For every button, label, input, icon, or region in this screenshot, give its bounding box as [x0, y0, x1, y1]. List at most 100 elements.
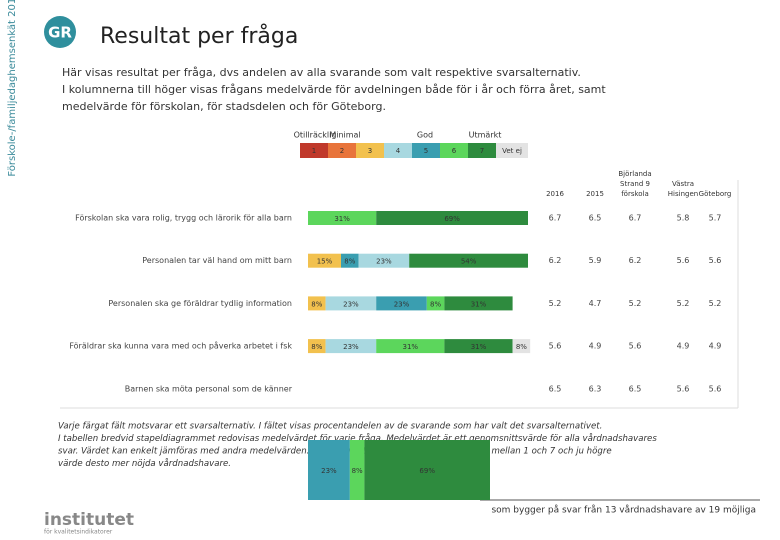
bar-segment	[376, 296, 427, 311]
mean-value: 5.6	[629, 342, 642, 351]
mean-value: 6.7	[549, 214, 562, 223]
scale-box	[496, 143, 528, 158]
bar-segment	[426, 296, 445, 311]
scale-box	[440, 143, 468, 158]
bar-segment	[349, 440, 365, 500]
intro-line: Här visas resultat per fråga, dvs andele…	[62, 66, 581, 79]
mean-value: 5.6	[709, 256, 722, 265]
column-header: förskola	[621, 190, 649, 198]
bar-segment	[341, 253, 359, 268]
column-header: Strand 9	[620, 180, 650, 188]
mean-value: 6.5	[629, 384, 642, 393]
mean-value: 4.9	[709, 342, 722, 351]
mean-value: 5.6	[677, 256, 690, 265]
bar-segment	[358, 253, 410, 268]
bar-segment	[444, 296, 513, 311]
bar-segment	[308, 339, 326, 354]
mean-value: 6.5	[589, 214, 602, 223]
row-label: Personalen ska ge föräldrar tydlig infor…	[108, 299, 292, 308]
mean-value: 5.6	[709, 384, 722, 393]
segment-label: 8%	[311, 343, 322, 351]
bar-segment	[325, 339, 377, 354]
scale-label: 5	[424, 147, 428, 155]
row-label: Förskolan ska vara rolig, trygg och läro…	[75, 214, 292, 223]
scale-group: Otillräcklig	[294, 131, 337, 140]
brand-sub: för kvalitetsindikatorer	[44, 529, 113, 536]
column-header: Västra	[672, 180, 694, 188]
mean-value: 4.9	[677, 342, 690, 351]
footnote: Varje färgat fält motsvarar ett svarsalt…	[58, 422, 602, 432]
side-label: Förskole-/familjedaghemsenkät 2016	[7, 0, 18, 177]
column-header: Björlanda	[618, 170, 651, 178]
scale-group: God	[417, 131, 433, 140]
mean-value: 6.2	[629, 256, 642, 265]
mean-value: 5.6	[677, 384, 690, 393]
intro-line: I kolumnerna till höger visas frågans me…	[62, 83, 606, 96]
segment-label: 54%	[461, 258, 477, 266]
column-header: 2015	[586, 190, 604, 198]
mean-value: 4.9	[589, 342, 602, 351]
mean-value: 5.7	[709, 214, 722, 223]
row-label: Barnen ska möta personal som de känner	[125, 384, 293, 393]
segment-label: 31%	[471, 300, 487, 308]
segment-label: 8%	[352, 467, 363, 475]
bar-segment	[325, 296, 377, 311]
segment-label: 31%	[471, 343, 487, 351]
segment-label: 23%	[343, 343, 359, 351]
scale-label: 2	[340, 147, 344, 155]
bar-segment	[376, 211, 528, 225]
segment-label: 8%	[516, 343, 527, 351]
segment-label: 23%	[394, 300, 410, 308]
row-label: Personalen tar väl hand om mitt barn	[142, 256, 292, 265]
mean-value: 5.8	[677, 214, 690, 223]
scale-box	[300, 143, 328, 158]
scale-label: 4	[396, 147, 401, 155]
bar-segment	[308, 440, 350, 500]
mean-value: 6.7	[629, 214, 642, 223]
mean-value: 4.7	[589, 299, 602, 308]
brand: institutet	[44, 510, 134, 530]
row-label: Föräldrar ska kunna vara med och påverka…	[69, 341, 292, 351]
scale-box	[468, 143, 496, 158]
segment-label: 8%	[344, 258, 355, 266]
scale-box	[412, 143, 440, 158]
segment-label: 31%	[334, 215, 350, 223]
segment-label: 69%	[444, 215, 460, 223]
mean-value: 5.2	[549, 299, 562, 308]
column-header: Hisingen	[668, 190, 698, 198]
mean-value: 5.9	[589, 256, 602, 265]
scale-label: 1	[312, 147, 316, 155]
scale-label: 6	[452, 147, 457, 155]
scale-label: 3	[368, 147, 372, 155]
segment-label: 23%	[376, 258, 392, 266]
footnote: I tabellen bredvid stapeldiagrammet redo…	[58, 433, 657, 444]
segment-label: 8%	[430, 300, 441, 308]
scale-group: Minimal	[329, 131, 360, 140]
mean-value: 5.6	[549, 342, 562, 351]
title: Resultat per fråga	[100, 23, 298, 49]
scale-box	[356, 143, 384, 158]
segment-label: 15%	[317, 258, 333, 266]
segment-label: 69%	[419, 467, 435, 475]
bar-segment	[376, 339, 445, 354]
column-header: 2016	[546, 190, 564, 198]
scale-box	[328, 143, 356, 158]
bar-segment	[308, 211, 377, 225]
segment-label: 23%	[321, 467, 337, 475]
segment-label: 8%	[311, 300, 322, 308]
bar-segment	[308, 253, 341, 268]
mean-value: 5.2	[709, 299, 722, 308]
footnote: värde desto mer nöjda vårdnadshavare.	[58, 458, 231, 469]
scale-label: 7	[480, 147, 484, 155]
mean-value: 5.2	[629, 299, 642, 308]
scale-group: Utmärkt	[469, 131, 502, 140]
segment-label: 23%	[343, 300, 359, 308]
bar-segment	[444, 339, 513, 354]
mean-value: 6.3	[589, 384, 602, 393]
scale-box	[384, 143, 412, 158]
mean-value: 5.2	[677, 299, 690, 308]
mean-value: 6.5	[549, 384, 562, 393]
bar-segment	[308, 296, 326, 311]
